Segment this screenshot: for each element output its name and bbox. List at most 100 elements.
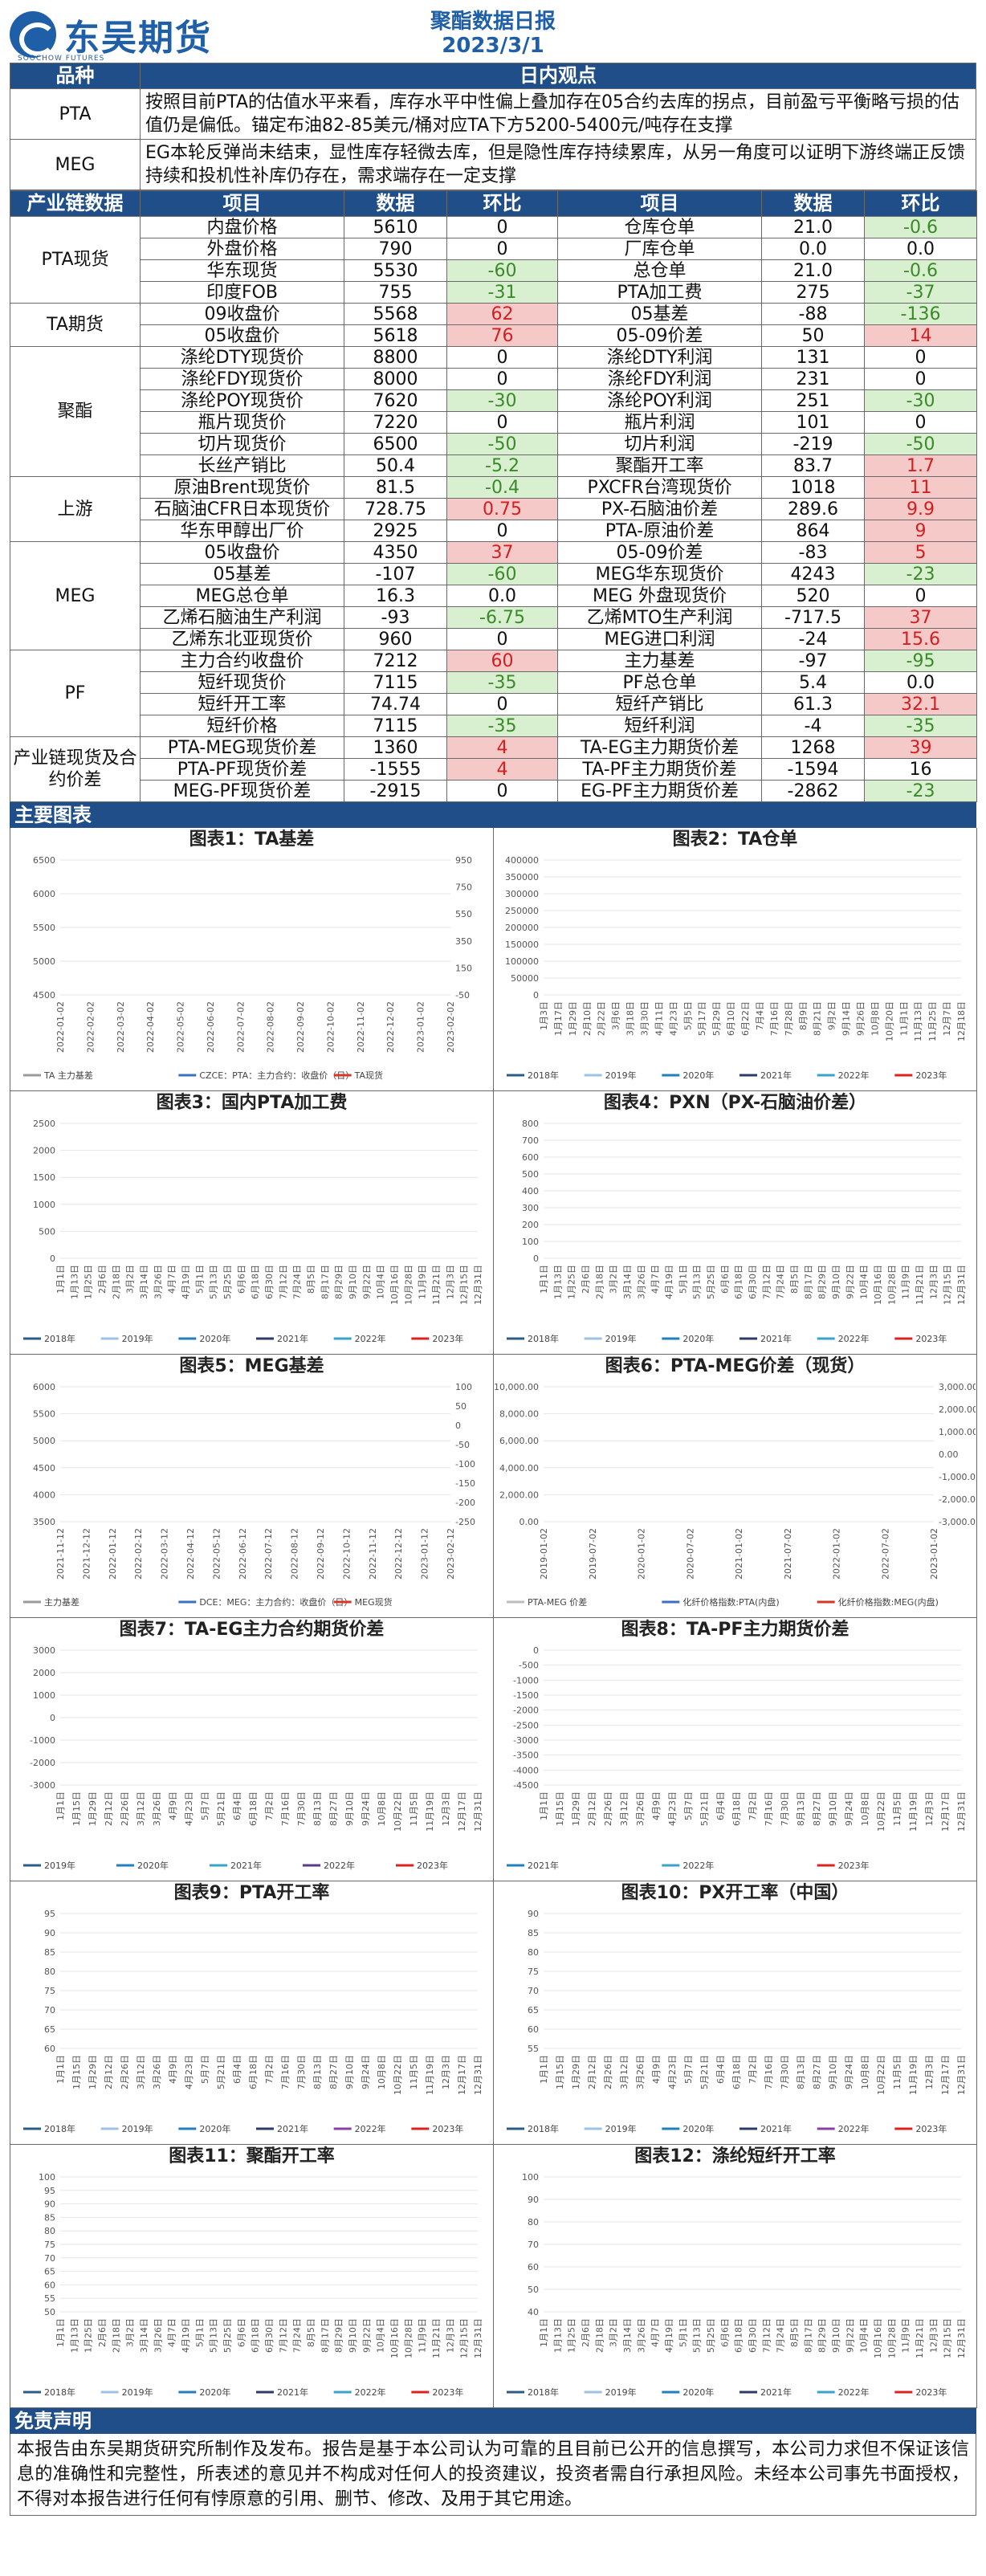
item-name: 内盘价格 <box>140 216 344 238</box>
x-tick-label: 12月3日 <box>928 2318 939 2353</box>
item-value: -107 <box>344 563 447 585</box>
item-value: 16.3 <box>344 585 447 607</box>
x-tick-label: 1月1日 <box>539 1265 549 1294</box>
item-value-2: 1018 <box>761 476 865 499</box>
item-name-2: 05-09价差 <box>557 541 762 564</box>
chart-svg: 400000 350000 300000 250000 200000 150000 1000… <box>505 855 967 1081</box>
item-value-2: -97 <box>761 650 865 672</box>
item-name-2: 05-09价差 <box>557 324 762 347</box>
x-tick-label: 1月15日 <box>555 1791 565 1826</box>
y-tick-label: 100 <box>522 2172 539 2183</box>
x-tick-label: 7月30日 <box>780 2055 790 2089</box>
x-tick-label: 2月18日 <box>111 2318 121 2353</box>
item-change-2: -0.6 <box>864 216 977 238</box>
legend-label: 2022年 <box>355 1333 386 1344</box>
x-tick-label: 10月28日 <box>886 1265 897 1305</box>
y-tick-label: 200000 <box>505 923 539 933</box>
x-tick-label: 8月17日 <box>320 2318 330 2353</box>
y-tick-label: 8,000.00 <box>499 1409 539 1420</box>
legend-label: 主力基差 <box>44 1596 79 1608</box>
x-tick-label: 7月24日 <box>776 1265 786 1299</box>
x-tick-label: 11月5日 <box>892 2055 902 2089</box>
x-tick-label: 2月26日 <box>120 2055 130 2089</box>
x-tick-label: 5月5日 <box>682 1001 693 1030</box>
x-tick-label: 3月2日 <box>609 2318 619 2347</box>
x-tick-label: 11月9日 <box>901 1265 911 1299</box>
chart-title: 图表9：PTA开工率 <box>173 1883 330 1903</box>
legend-label: 2023年 <box>838 1860 870 1871</box>
item-change-2: -37 <box>864 281 977 304</box>
x-tick-label: 2022-12-12 <box>393 1528 404 1579</box>
item-change-2: 15.6 <box>864 628 977 650</box>
y-tick-label: 65 <box>44 2024 55 2035</box>
x-tick-label: 2022-11-12 <box>368 1528 378 1579</box>
x-tick-label: 7月24日 <box>292 2318 303 2353</box>
legend-label: 2020年 <box>137 1860 169 1871</box>
x-tick-label: 7月24日 <box>776 2318 786 2353</box>
y-tick-label: 500 <box>522 1169 539 1180</box>
legend-label: 2021年 <box>230 1860 262 1871</box>
item-value: 74.74 <box>344 693 447 715</box>
x-tick-label: 1月1日 <box>55 2318 66 2347</box>
item-name: 长丝产销比 <box>140 454 344 477</box>
industry-row: MEG 05收盘价 4350 37 05-09价差 -83 5 <box>10 541 977 650</box>
industry-head-item: 项目 <box>140 190 344 217</box>
item-value: 8000 <box>344 368 447 390</box>
legend-label: 2018年 <box>528 1070 559 1081</box>
legend-label: 2020年 <box>199 2123 230 2134</box>
item-change-2: -23 <box>864 563 977 585</box>
legend-label: 2023年 <box>432 1333 463 1344</box>
item-value: 960 <box>344 628 447 650</box>
y-tick-label: 85 <box>44 2212 55 2223</box>
item-name: 涤纶POY现货价 <box>140 389 344 412</box>
industry-row: 短纤开工率 74.74 0 短纤产销比 61.3 32.1 <box>10 693 977 715</box>
item-change: 62 <box>446 303 558 325</box>
x-tick-label: 2月12日 <box>587 1791 597 1826</box>
y-tick-label: 55 <box>528 2044 539 2054</box>
y-right-tick-label: -2,000.00 <box>939 1494 976 1505</box>
x-tick-label: 5月21日 <box>216 2055 226 2089</box>
x-tick-label: 1月13日 <box>552 1265 563 1299</box>
x-tick-label: 1月29日 <box>88 1791 98 1826</box>
industry-row: 涤纶POY现货价 7620 -30 涤纶POY利润 251 -30 <box>10 389 977 412</box>
item-name-2: 涤纶DTY利润 <box>557 346 762 369</box>
item-change-2: 16 <box>864 758 977 781</box>
y-tick-label: 4000 <box>33 1490 55 1500</box>
item-change: -6.75 <box>446 606 558 629</box>
x-tick-label: 1月29日 <box>571 1791 581 1826</box>
item-change: 0 <box>446 628 558 650</box>
x-tick-label: 3月6日 <box>611 1001 621 1030</box>
x-tick-label: 11月1日 <box>898 1001 909 1036</box>
x-tick-label: 2月12日 <box>104 1791 114 1826</box>
x-tick-label: 1月1日 <box>539 2055 549 2084</box>
x-tick-label: 7月2日 <box>748 1791 758 1820</box>
x-tick-label: 10月16日 <box>389 2318 400 2358</box>
y-tick-label: 75 <box>528 1967 539 1977</box>
x-tick-label: 9月22日 <box>361 1265 372 1299</box>
company-name: 东吴期货 <box>64 18 212 59</box>
item-name-2: 主力基差 <box>557 650 762 672</box>
item-value: 790 <box>344 238 447 260</box>
x-tick-label: 1月29日 <box>568 1001 578 1036</box>
x-tick-label: 10月16日 <box>389 1265 400 1305</box>
y-tick-label: -3000 <box>30 1780 55 1791</box>
item-value-2: 1268 <box>761 736 865 759</box>
x-tick-label: 11月9日 <box>418 1265 428 1299</box>
x-tick-label: 6月18日 <box>731 1791 742 1826</box>
industry-head-change-2: 环比 <box>864 190 977 217</box>
legend-label: TA现货 <box>354 1070 383 1081</box>
chart-svg: 6000 5500 5000 4500 4000 3500 100 50 0 -50 -100 -15… <box>23 1382 475 1608</box>
item-value: -93 <box>344 606 447 629</box>
chart-title: 图表6：PTA-MEG价差（现货） <box>605 1356 866 1376</box>
x-tick-label: 3月12日 <box>619 2055 629 2089</box>
legend-label: 2023年 <box>915 2386 947 2398</box>
industry-row: 涤纶FDY现货价 8000 0 涤纶FDY利润 231 0 <box>10 368 977 390</box>
y-right-tick-label: -250 <box>455 1517 475 1527</box>
x-tick-label: 2020-01-02 <box>637 1528 647 1579</box>
x-tick-label: 4月23日 <box>667 2055 678 2089</box>
chart-panel: 图表3：国内PTA加工费 2500 2000 1500 1000 500 0 1月1日 1月13… <box>10 1091 494 1355</box>
x-tick-label: 11月5日 <box>409 2055 419 2089</box>
x-tick-label: 2022-05-02 <box>176 1001 186 1053</box>
item-name: 05收盘价 <box>140 541 344 564</box>
